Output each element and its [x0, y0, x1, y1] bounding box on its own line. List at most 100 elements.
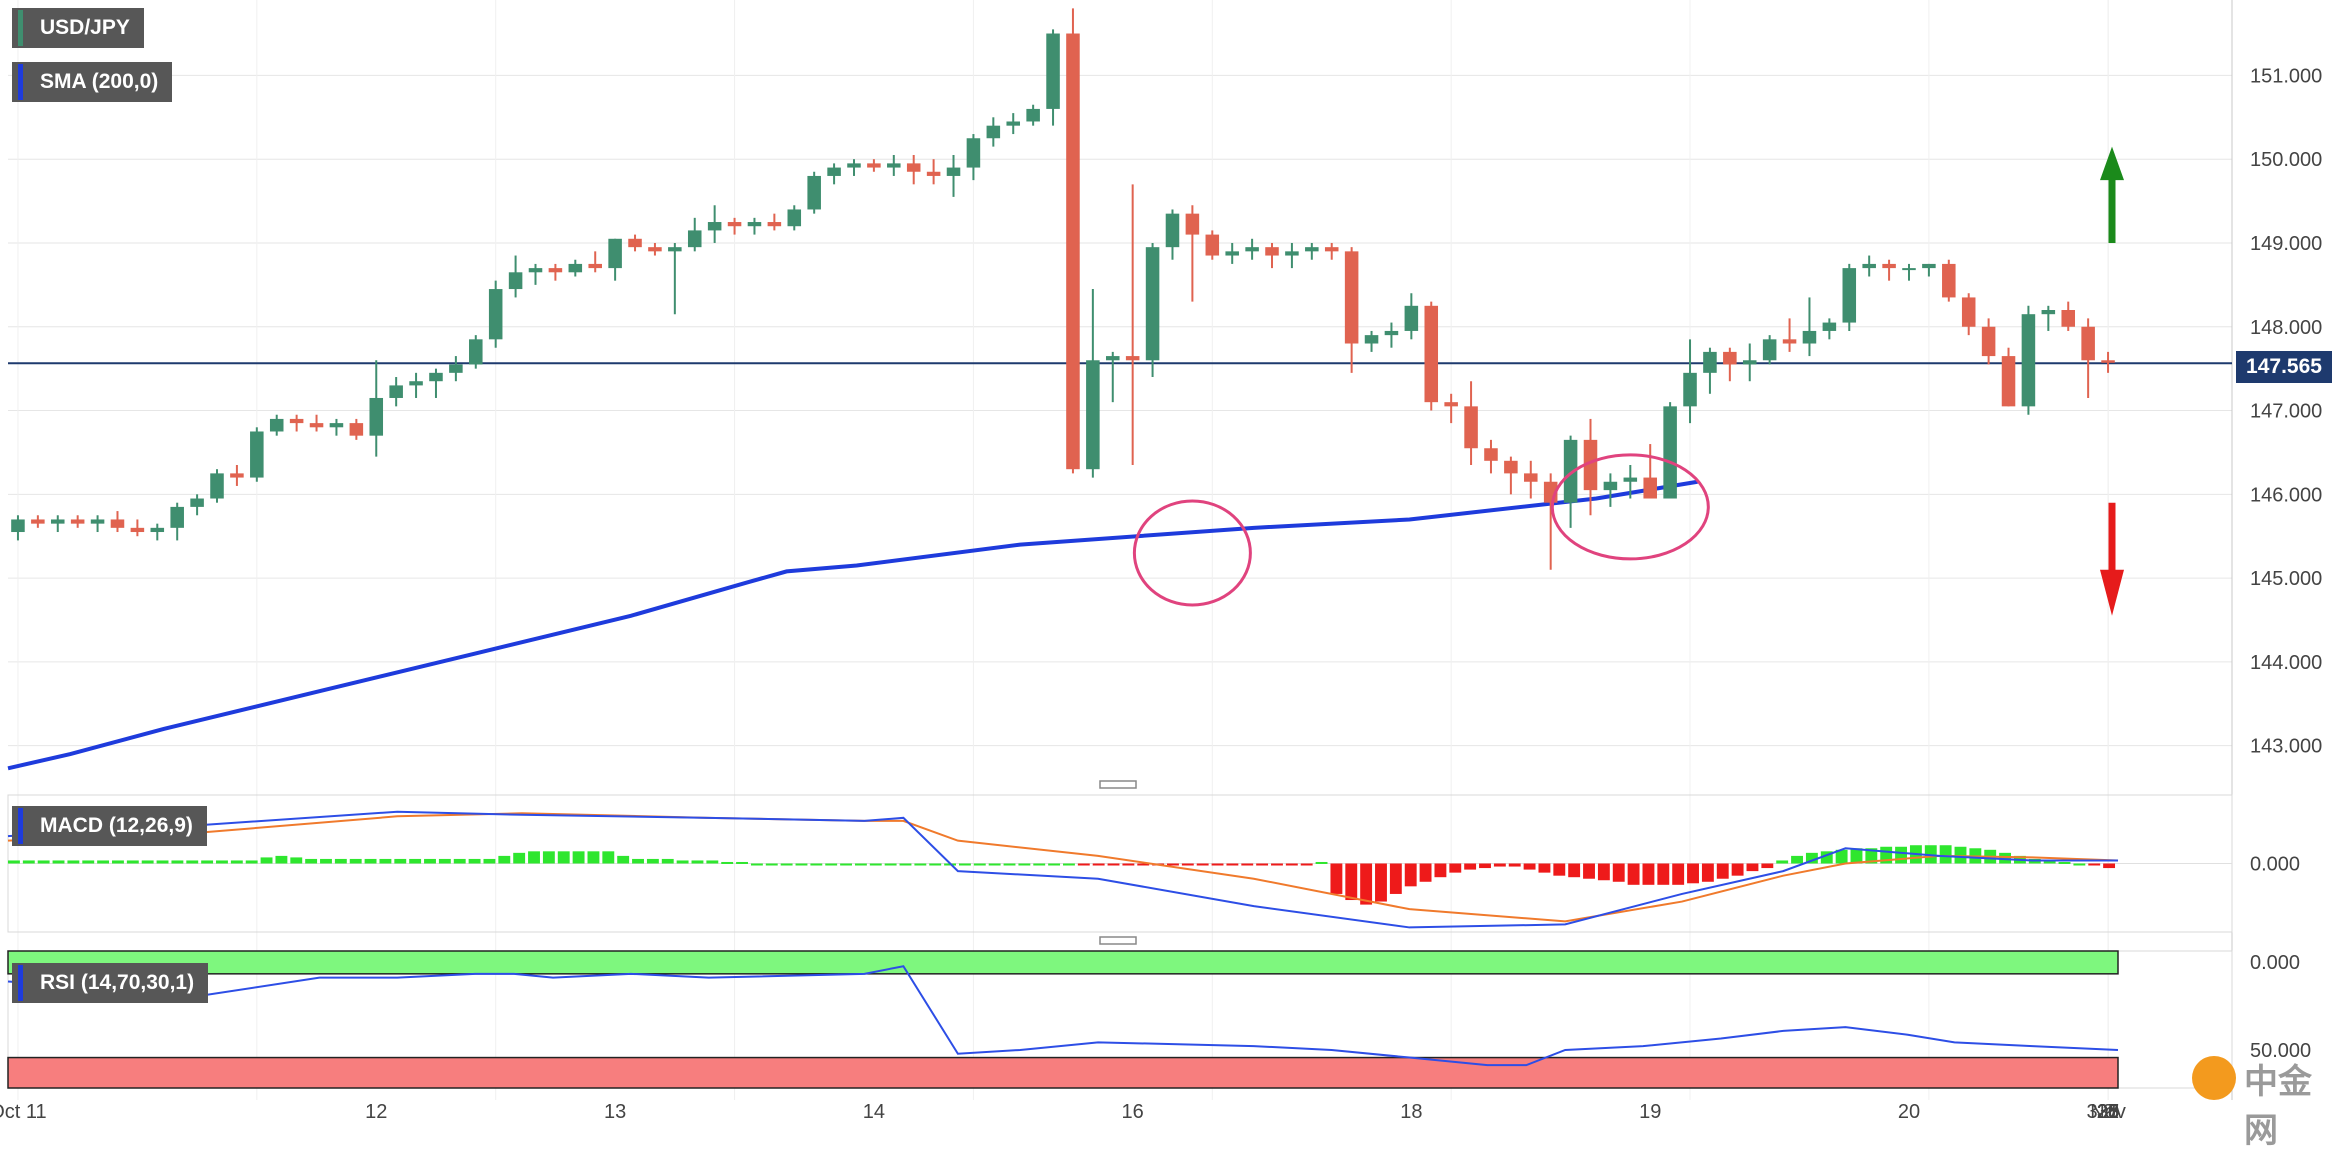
macd-histogram-bar [201, 860, 214, 864]
macd-histogram-bar [914, 863, 927, 866]
macd-histogram-bar [498, 855, 511, 864]
candle-body [289, 418, 304, 424]
candle-body [429, 372, 443, 382]
watermark-text: 中金网 [2244, 1064, 2312, 1150]
macd-histogram-bar [958, 863, 971, 866]
macd-histogram-bar [453, 858, 466, 864]
macd-histogram-bar [988, 863, 1001, 866]
candle-body [1444, 402, 1458, 407]
macd-histogram-bar [409, 858, 422, 864]
legend-rsi-tag[interactable]: RSI (14,70,30,1) [12, 963, 209, 1003]
candle-body [1324, 247, 1339, 252]
rsi-tick-label: 50.000 [2250, 1040, 2311, 1062]
macd-histogram-bar [2058, 861, 2071, 864]
macd-histogram-bar [230, 860, 243, 864]
x-tick-label: 27 [2097, 1101, 2119, 1123]
macd-line [7, 810, 2118, 929]
arrow-down-icon [2100, 569, 2124, 616]
candle-body [946, 167, 961, 176]
macd-histogram-bar [141, 860, 154, 864]
macd-histogram-bar [617, 855, 630, 864]
candle-body [1026, 108, 1040, 122]
chart-canvas: 151.000 150.000 149.000 148.000 147.000 146.0… [0, 0, 2322, 1123]
macd-histogram-bar [706, 860, 719, 864]
x-tick-label: 2 [2102, 1101, 2113, 1123]
candle-body [1961, 297, 1976, 327]
macd-histogram-bar [2088, 863, 2101, 866]
macd-histogram-bar [1820, 851, 1833, 864]
macd-histogram-bar [1493, 863, 1506, 867]
candle-body [847, 163, 861, 168]
price-tick-label: 145.000 [2250, 568, 2322, 590]
macd-histogram-bar [542, 851, 555, 864]
x-tick-label: 26 [2097, 1101, 2119, 1123]
macd-histogram-bar [1850, 848, 1863, 864]
candle-body [449, 364, 463, 373]
macd-histogram-bar [483, 858, 496, 864]
price-tick-label: 150.000 [2250, 149, 2322, 171]
legend-color-swatch [18, 965, 23, 1001]
candle-body [2021, 314, 2036, 407]
macd-histogram-bar [1033, 863, 1046, 866]
candle-body [1125, 356, 1140, 361]
macd-histogram-bar [82, 860, 95, 864]
legend-macd-tag[interactable]: MACD (12,26,9) [12, 806, 207, 846]
candle-body [1663, 406, 1677, 499]
macd-histogram-bar [1716, 863, 1729, 879]
candle-body [1902, 268, 1916, 271]
x-tick-label: 12 [365, 1101, 387, 1123]
candle-body [469, 339, 483, 365]
macd-histogram-bar [186, 860, 199, 864]
macd-histogram-bar [1895, 846, 1907, 864]
macd-histogram-bar [97, 860, 110, 864]
candle-body [1225, 251, 1239, 256]
legend-sma-tag[interactable]: SMA (200,0) [12, 62, 173, 102]
candle-body [727, 222, 742, 227]
candle-body [926, 171, 941, 176]
candle-body [1862, 263, 1876, 269]
candle-body [409, 381, 423, 386]
x-tick-label: 13 [604, 1101, 626, 1123]
macd-histogram-bar [364, 858, 377, 864]
macd-histogram-bar [1939, 845, 1952, 864]
candle-body [1882, 263, 1896, 269]
macd-histogram-bar [37, 860, 50, 864]
candle-body [1484, 448, 1498, 461]
candle-body [1942, 263, 1956, 298]
macd-histogram-bar [1583, 863, 1595, 879]
candle-body [608, 238, 622, 269]
macd-histogram-bar [646, 858, 659, 864]
rsi-line [7, 965, 2119, 1067]
macd-histogram-bar [171, 860, 184, 864]
macd-histogram-bar [840, 863, 852, 866]
candle-body [2101, 360, 2115, 363]
candle-body [1165, 213, 1180, 248]
current-price-badge: 147.565 [2236, 351, 2332, 383]
x-tick-label: Nov [2090, 1101, 2126, 1123]
legend-symbol-tag[interactable]: USD/JPY [12, 8, 144, 48]
x-tick-label: Oct 11 [0, 1101, 47, 1123]
macd-histogram-bar [424, 858, 436, 864]
macd-histogram-bar [736, 861, 748, 864]
macd-histogram-bar [1345, 863, 1358, 901]
macd-histogram-bar [1627, 863, 1640, 885]
candle-body [1524, 473, 1538, 482]
macd-histogram-bar [156, 860, 169, 864]
x-tick-label: 21 [2097, 1101, 2119, 1123]
candle-body [1285, 251, 1299, 256]
macd-histogram-bar [1449, 863, 1462, 873]
macd-histogram-bar [216, 860, 228, 864]
macd-histogram-bar [602, 851, 615, 864]
macd-histogram-bar [528, 851, 540, 864]
macd-histogram-bar [1404, 863, 1417, 887]
candle-body [269, 418, 284, 432]
candle-body [2001, 356, 2016, 407]
macd-histogram-bar [1360, 863, 1373, 905]
macd-histogram-bar [2043, 860, 2056, 864]
candle-body [1086, 360, 1100, 470]
candle-body [1723, 351, 1737, 365]
macd-histogram-bar [780, 863, 793, 866]
macd-histogram-bar [676, 860, 689, 864]
x-tick-label: 14 [863, 1101, 885, 1123]
